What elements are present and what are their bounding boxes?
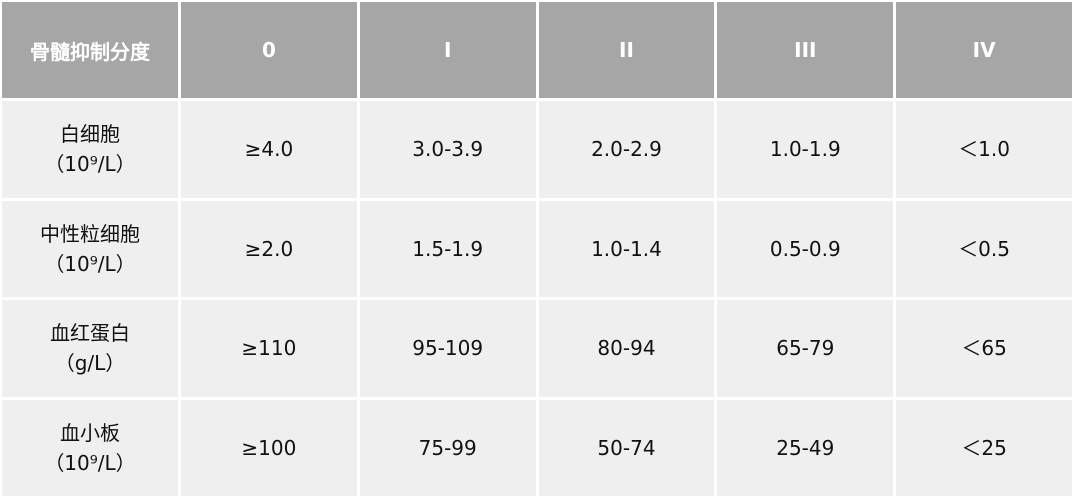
row-name: 中性粒细胞 xyxy=(40,221,140,246)
row-label: 血小板 （10⁹/L） xyxy=(2,399,178,496)
table-cell: ＜25 xyxy=(896,399,1072,496)
row-name: 白细胞 xyxy=(60,122,120,147)
row-unit: （10⁹/L） xyxy=(44,251,136,276)
table-cell: 1.0-1.4 xyxy=(538,200,715,297)
table-cell: ≥4.0 xyxy=(181,101,357,198)
header-cell: II xyxy=(538,2,715,98)
table-cell: ＜65 xyxy=(896,300,1072,397)
table-cell: 3.0-3.9 xyxy=(359,101,536,198)
header-cell: 骨髓抑制分度 xyxy=(2,2,178,98)
table-cell: 25-49 xyxy=(717,399,894,496)
table-cell: 0.5-0.9 xyxy=(717,200,894,297)
table-cell: 95-109 xyxy=(359,300,536,397)
row-label: 中性粒细胞 （10⁹/L） xyxy=(2,200,178,297)
table-cell: 75-99 xyxy=(359,399,536,496)
table-cell: ≥2.0 xyxy=(181,200,357,297)
row-label: 血红蛋白 （g/L） xyxy=(2,300,178,397)
table-cell: 50-74 xyxy=(538,399,715,496)
row-label: 白细胞 （10⁹/L） xyxy=(2,101,178,198)
header-cell: IV xyxy=(896,2,1072,98)
table-cell: 1.5-1.9 xyxy=(359,200,536,297)
table-cell: ≥110 xyxy=(181,300,357,397)
row-unit: （g/L） xyxy=(54,351,126,376)
table-row: 血小板 （10⁹/L） ≥100 75-99 50-74 25-49 ＜25 xyxy=(2,399,1072,496)
table-cell: ＜1.0 xyxy=(896,101,1072,198)
header-row: 骨髓抑制分度 0 I II III IV xyxy=(2,2,1072,98)
row-unit: （10⁹/L） xyxy=(44,152,136,177)
header-cell: 0 xyxy=(181,2,357,98)
table-cell: 80-94 xyxy=(538,300,715,397)
table-row: 血红蛋白 （g/L） ≥110 95-109 80-94 65-79 ＜65 xyxy=(2,300,1072,397)
table-cell: 1.0-1.9 xyxy=(717,101,894,198)
row-name: 血红蛋白 xyxy=(50,321,130,346)
row-unit: （10⁹/L） xyxy=(44,450,136,475)
table-row: 白细胞 （10⁹/L） ≥4.0 3.0-3.9 2.0-2.9 1.0-1.9 ＜1.0 xyxy=(2,101,1072,198)
table-cell: 2.0-2.9 xyxy=(538,101,715,198)
table-cell: ≥100 xyxy=(181,399,357,496)
table-body: 白细胞 （10⁹/L） ≥4.0 3.0-3.9 2.0-2.9 1.0-1.9 ＜1.0 中… xyxy=(2,101,1072,496)
table-row: 中性粒细胞 （10⁹/L） ≥2.0 1.5-1.9 1.0-1.4 0.5-0.9 ＜0.… xyxy=(2,200,1072,297)
row-name: 血小板 xyxy=(60,420,120,445)
header-cell: III xyxy=(717,2,894,98)
table-cell: 65-79 xyxy=(717,300,894,397)
table-cell: ＜0.5 xyxy=(896,200,1072,297)
header-cell: I xyxy=(359,2,536,98)
